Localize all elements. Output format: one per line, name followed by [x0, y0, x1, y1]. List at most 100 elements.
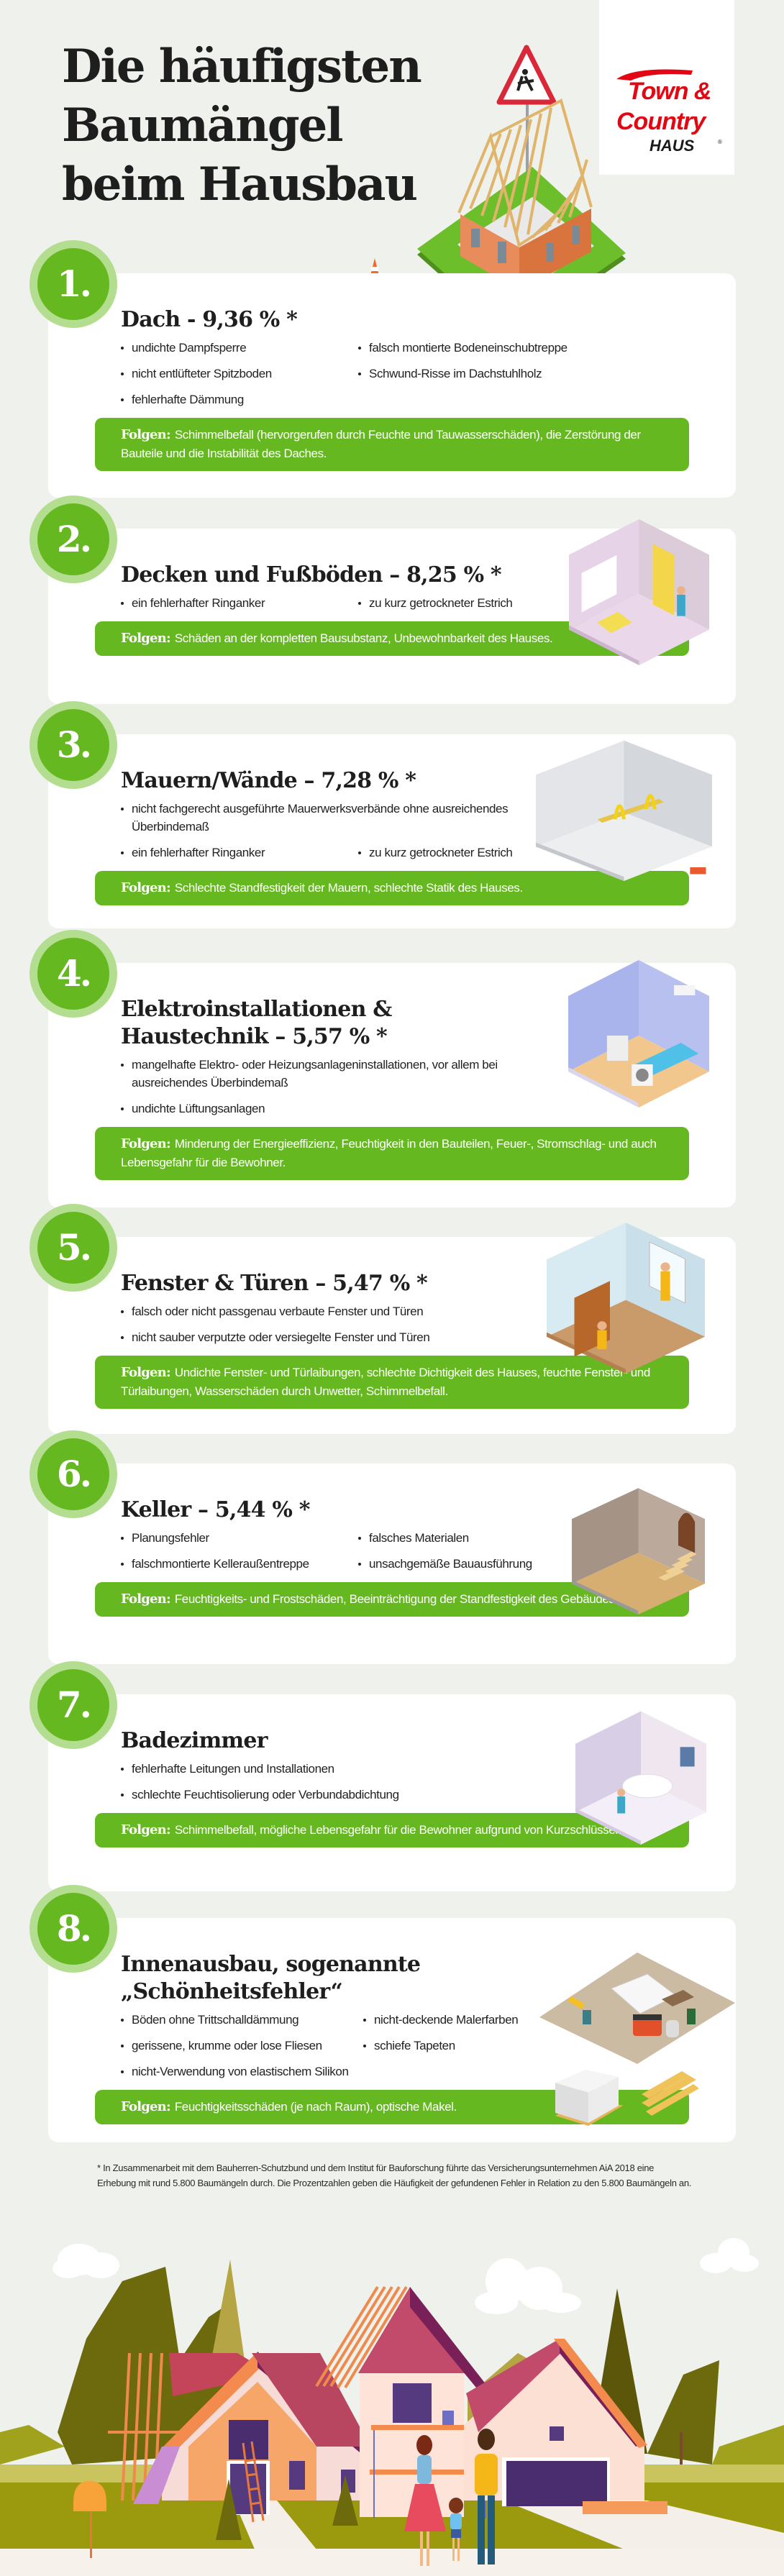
consequences-text: Schäden an der kompletten Bausubstanz, U…: [174, 631, 553, 645]
bullet-list: mangelhafte Elektro- oder Heizungsanlage…: [121, 1051, 624, 1121]
bullet-list: ein fehlerhafter Ringanker zu kurz getroc…: [121, 590, 624, 616]
bullet-list: Planungsfehler falsches Materialen falschm…: [121, 1525, 624, 1576]
logo-text-country: Country: [616, 108, 707, 135]
card-title: Mauern/Wände – 7,28 % *: [121, 767, 736, 795]
bullet-item: mangelhafte Elektro- oder Heizungsanlage…: [121, 1051, 534, 1095]
bullet-item: nicht sauber verputzte oder versiegelte …: [121, 1324, 534, 1350]
defect-card-1: Dach - 9,36 % * undichte Dampfsperre falsc…: [48, 273, 736, 498]
bullet-item: nicht-Verwendung von elastischem Silikon: [121, 2058, 534, 2084]
family-house-scene-illustration: [0, 2238, 784, 2576]
rank-number: 3.: [37, 709, 109, 781]
bullet-list: undichte Dampfsperre falsch montierte Bod…: [121, 334, 624, 412]
card-title-line: Innenausbau, sogenannte: [121, 1952, 421, 1977]
rank-number: 8.: [37, 1893, 109, 1965]
rank-number: 6.: [37, 1438, 109, 1510]
rank-badge: 7.: [29, 1661, 117, 1749]
consequences-text: Feuchtigkeitsschäden (je nach Raum), opt…: [174, 2100, 457, 2114]
bullet-item: fehlerhafte Dämmung: [121, 386, 358, 412]
utility-room-illustration: [568, 960, 709, 1107]
consequences-box: Folgen: Schlechte Standfestigkeit der Mau…: [95, 871, 689, 905]
card-title-line: Mauern/Wände – 7,28 % *: [121, 768, 416, 793]
bullet-item: gerissene, krumme oder lose Fliesen: [121, 2032, 363, 2058]
consequences-box: Folgen: Schimmelbefall (hervorgerufen dur…: [95, 418, 689, 471]
consequences-label: Folgen:: [121, 880, 171, 895]
title-line: beim Hausbau: [62, 157, 418, 211]
bullet-list: fehlerhafte Leitungen und Installationen…: [121, 1755, 624, 1807]
card-title-line: Keller – 5,44 % *: [121, 1497, 310, 1522]
bullet-item: unsachgemäße Bauausführung: [358, 1550, 617, 1576]
card-title-line: Haustechnik – 5,57 % *: [121, 1024, 388, 1049]
consequences-label: Folgen:: [121, 1365, 171, 1380]
defect-card-6: Keller – 5,44 % * Planungsfehler falsches …: [48, 1463, 736, 1664]
consequences-label: Folgen:: [121, 1136, 171, 1151]
card-title: Elektroinstallationen & Haustechnik – 5,5…: [121, 996, 736, 1051]
rank-number: 2.: [37, 503, 109, 575]
logo-text-haus: HAUS: [649, 137, 695, 155]
consequences-box: Folgen: Undichte Fenster- und Türlaibunge…: [95, 1356, 689, 1409]
bullet-item: nicht-deckende Malerfarben: [363, 2006, 622, 2032]
consequences-label: Folgen:: [121, 427, 171, 442]
consequences-text: Schlechte Standfestigkeit der Mauern, sc…: [174, 881, 523, 895]
bullet-item: falsch oder nicht passgenau verbaute Fen…: [121, 1298, 534, 1324]
card-title: Badezimmer: [121, 1727, 736, 1755]
consequences-box: Folgen: Minderung der Energieeffizienz, F…: [95, 1127, 689, 1180]
pallet-and-lumber-illustration: [555, 2070, 699, 2126]
card-title: Innenausbau, sogenannte „Schönheitsfehler…: [121, 1951, 736, 2006]
bullet-item: falsch montierte Bodeneinschubtreppe: [358, 334, 617, 360]
bullet-item: Schwund-Risse im Dachstuhlholz: [358, 360, 617, 386]
bullet-item: undichte Lüftungsanlagen: [121, 1095, 534, 1121]
rank-number: 5.: [37, 1212, 109, 1284]
consequences-text: Schimmelbefall (hervorgerufen durch Feuc…: [121, 428, 641, 460]
family-figures: [404, 2429, 498, 2566]
card-title-line: Dach - 9,36 % *: [121, 307, 298, 332]
bullet-list: falsch oder nicht passgenau verbaute Fen…: [121, 1298, 624, 1350]
bullet-item: falschmontierte Kelleraußentreppe: [121, 1550, 358, 1576]
rank-number: 4.: [37, 938, 109, 1010]
card-title: Fenster & Türen – 5,47 % *: [121, 1270, 736, 1297]
card-title-line: Badezimmer: [121, 1728, 268, 1753]
bullet-item: zu kurz getrockneter Estrich: [358, 590, 617, 616]
card-title-line: Elektroinstallationen &: [121, 997, 392, 1022]
consequences-label: Folgen:: [121, 2099, 171, 2114]
rank-badge: 5.: [29, 1204, 117, 1292]
page-title: Die häufigsten Baumängel beim Hausbau: [62, 37, 422, 214]
logo-text-town: Town &: [628, 78, 711, 105]
construction-sign-icon: [496, 45, 557, 105]
title-line: Baumängel: [62, 99, 344, 152]
masonry-walls-illustration: [536, 740, 712, 881]
rank-badge: 8.: [29, 1885, 117, 1973]
cloud-icon: [53, 2238, 759, 2314]
rank-badge: 1.: [29, 240, 117, 328]
bullet-item: falsches Materialen: [358, 1525, 617, 1550]
title-line: Die häufigsten: [62, 40, 422, 93]
bullet-list: nicht fachgerecht ausgeführte Mauerwerks…: [121, 795, 624, 865]
logo-graphic: Town & Country HAUS ®: [616, 69, 722, 155]
bullet-item: schiefe Tapeten: [363, 2032, 622, 2058]
rank-badge: 3.: [29, 701, 117, 789]
bullet-item: fehlerhafte Leitungen und Installationen: [121, 1755, 534, 1781]
town-country-logo[interactable]: Town & Country HAUS ®: [599, 0, 734, 175]
card-title-line: „Schönheitsfehler“: [121, 1979, 343, 2004]
rank-number: 1.: [37, 248, 109, 320]
bullet-item: Planungsfehler: [121, 1525, 358, 1550]
interior-tools-illustration: [539, 1952, 735, 2064]
rank-badge: 6.: [29, 1430, 117, 1518]
basement-illustration: [572, 1488, 705, 1614]
bullet-item: zu kurz getrockneter Estrich: [358, 839, 617, 865]
consequences-text: Minderung der Energieeffizienz, Feuchtig…: [121, 1137, 657, 1169]
consequences-text: Schimmelbefall, mögliche Lebensgefahr fü…: [174, 1823, 625, 1837]
bullet-item: ein fehlerhafter Ringanker: [121, 590, 358, 616]
bullet-item: Böden ohne Trittschalldämmung: [121, 2006, 363, 2032]
consequences-text: Feuchtigkeits- und Frostschäden, Beeintr…: [174, 1592, 618, 1606]
rank-number: 7.: [37, 1669, 109, 1741]
card-title: Dach - 9,36 % *: [121, 306, 736, 334]
drywall-room-illustration: [569, 519, 709, 665]
bathroom-illustration: [575, 1711, 706, 1845]
rank-badge: 2.: [29, 495, 117, 583]
consequences-label: Folgen:: [121, 631, 171, 646]
consequences-text: Undichte Fenster- und Türlaibungen, schl…: [121, 1366, 650, 1398]
card-title-line: Decken und Fußböden – 8,25 % *: [121, 562, 502, 588]
card-title: Decken und Fußböden – 8,25 % *: [121, 562, 736, 589]
consequences-label: Folgen:: [121, 1822, 171, 1837]
consequences-label: Folgen:: [121, 1591, 171, 1607]
